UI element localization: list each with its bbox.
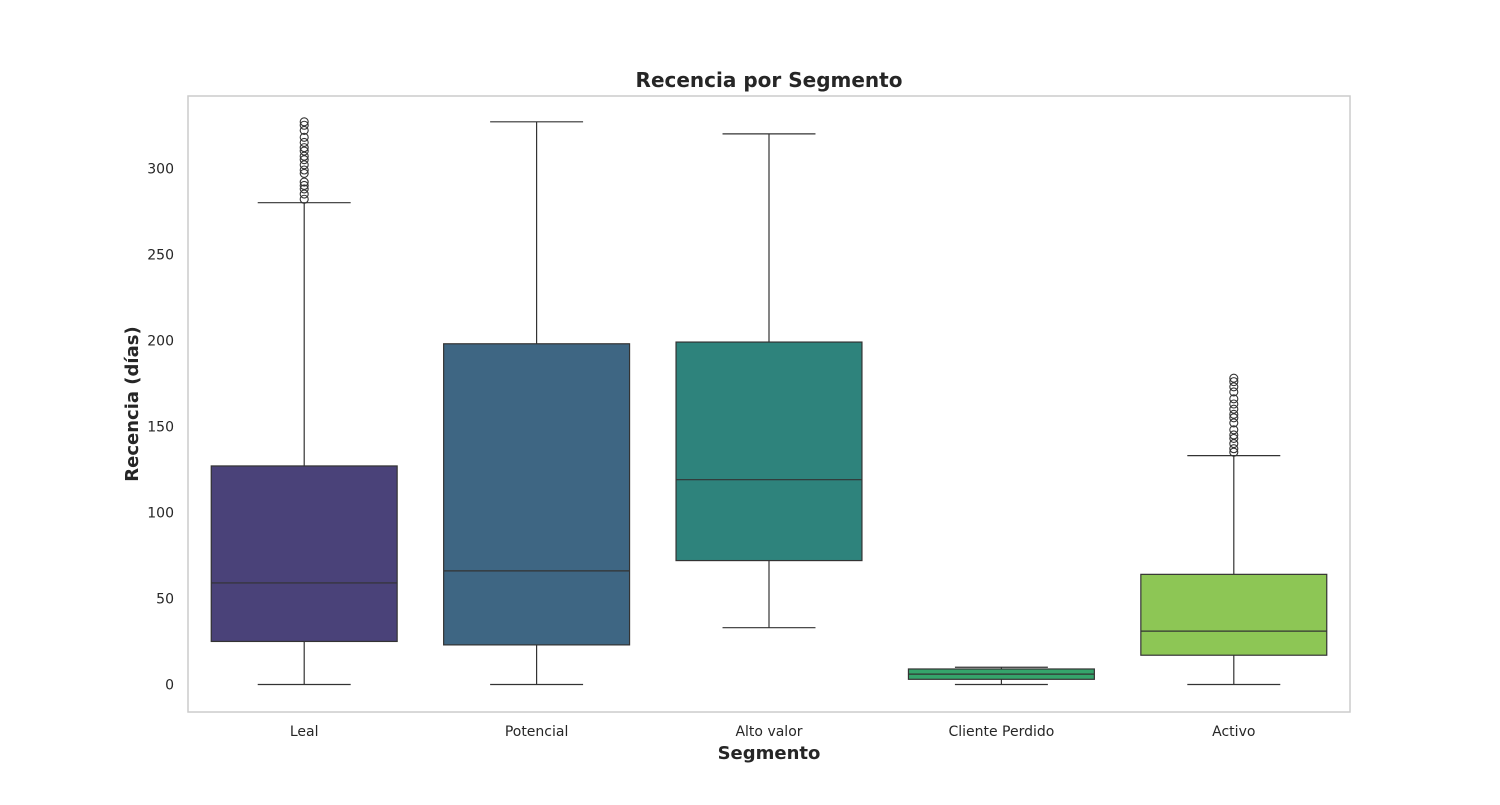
outlier-point [1229, 430, 1239, 440]
x-axis-ticks: Leal Potencial Alto valor Cliente Perdido Ac… [290, 724, 1256, 740]
outlier-point [299, 146, 309, 156]
x-tick-label: Leal [290, 724, 319, 740]
outlier-point [1229, 447, 1239, 457]
outlier-point [1229, 373, 1239, 383]
outlier-point [1229, 425, 1239, 435]
outlier-point [1229, 418, 1239, 428]
x-tick-label: Cliente Perdido [948, 724, 1054, 740]
outlier-point [299, 168, 309, 178]
outlier-point [1229, 382, 1239, 392]
outlier-point [299, 120, 309, 130]
box-cliente-perdido [907, 666, 1095, 686]
y-axis-label: Recencia (días) [122, 326, 143, 481]
outlier-point [299, 165, 309, 175]
y-tick-label: 300 [147, 161, 174, 177]
outlier-point [299, 132, 309, 142]
box-iqr [675, 341, 863, 562]
box-alto-valor [675, 133, 863, 629]
box-iqr [210, 465, 398, 643]
outlier-point [299, 117, 309, 127]
x-axis-label: Segmento [718, 743, 821, 764]
outlier-point [299, 143, 309, 153]
x-tick-label: Activo [1212, 724, 1255, 740]
outlier-point [1229, 413, 1239, 423]
box-activo [1140, 373, 1328, 686]
outlier-point [299, 125, 309, 135]
outlier-point [1229, 404, 1239, 414]
outlier-point [1229, 377, 1239, 387]
x-tick-label: Potencial [505, 724, 569, 740]
outlier-point [299, 184, 309, 194]
y-tick-label: 50 [156, 591, 174, 607]
outlier-point [1229, 444, 1239, 454]
outlier-point [299, 189, 309, 199]
y-tick-label: 100 [147, 505, 174, 521]
outlier-point [1229, 439, 1239, 449]
boxes-group [210, 117, 1328, 686]
outlier-point [299, 155, 309, 165]
box-iqr [1140, 573, 1328, 656]
box-iqr [443, 343, 631, 646]
outlier-point [299, 177, 309, 187]
outlier-point [1229, 409, 1239, 419]
outlier-point [299, 160, 309, 170]
outlier-point [299, 194, 309, 204]
x-tick-label: Alto valor [735, 724, 802, 740]
outlier-point [1229, 387, 1239, 397]
box-potencial [443, 121, 631, 686]
outlier-point [1229, 433, 1239, 443]
box-leal [210, 117, 398, 686]
outlier-point [1229, 399, 1239, 409]
outlier-point [299, 180, 309, 191]
y-tick-label: 0 [165, 677, 174, 693]
y-axis-ticks: 0 50 100 150 200 250 300 [147, 161, 174, 693]
outlier-point [299, 137, 309, 148]
y-tick-label: 200 [147, 333, 174, 349]
chart-title: Recencia por Segmento [636, 68, 903, 92]
y-tick-label: 150 [147, 419, 174, 435]
y-tick-label: 250 [147, 247, 174, 263]
outlier-point [299, 151, 309, 161]
outlier-point [1229, 394, 1239, 404]
plot-frame [187, 95, 1351, 713]
